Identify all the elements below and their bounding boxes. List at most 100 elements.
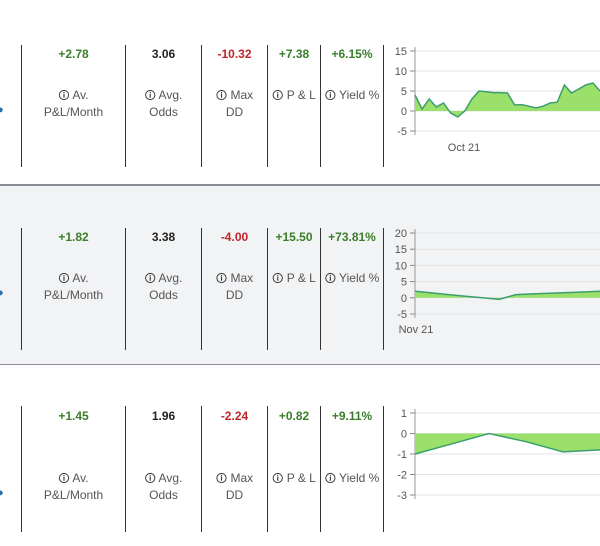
strategy-card: ● +1.45 🛈 Av. P&L/Month 1.96 🛈 Avg. Odds -…	[0, 366, 600, 546]
pl-stat: +7.38 🛈 P & L	[268, 47, 320, 167]
max-dd-stat: -10.32 🛈 Max DD	[202, 47, 267, 167]
column-divider	[21, 228, 22, 350]
info-icon[interactable]: 🛈	[58, 90, 70, 102]
column-divider	[320, 406, 321, 532]
avg-odds-value: 1.96	[151, 409, 176, 423]
x-tick-label: Oct 21	[448, 142, 480, 154]
yield-label: 🛈 Yield %	[324, 271, 380, 285]
column-divider	[320, 45, 321, 167]
avg-odds-value: 3.38	[151, 230, 176, 244]
column-divider	[125, 228, 126, 350]
y-tick-label: 0	[401, 429, 407, 441]
column-divider	[383, 228, 384, 350]
column-divider	[21, 406, 22, 532]
avg-odds-label: 🛈 Avg. Odds	[144, 471, 183, 502]
y-tick-label: 15	[395, 46, 407, 58]
y-tick-label: -1	[397, 449, 407, 461]
info-icon[interactable]: 🛈	[272, 273, 284, 285]
max-dd-label: 🛈 Max DD	[215, 88, 254, 119]
yield-stat: +6.15% 🛈 Yield %	[321, 47, 383, 167]
pl-label: 🛈 P & L	[272, 271, 316, 285]
info-icon[interactable]: 🛈	[215, 473, 228, 485]
info-icon[interactable]: 🛈	[58, 273, 70, 285]
column-divider	[383, 406, 384, 532]
column-divider	[21, 45, 22, 167]
info-icon[interactable]: 🛈	[272, 90, 284, 102]
y-tick-label: 10	[395, 260, 407, 272]
info-icon[interactable]: 🛈	[324, 473, 336, 485]
column-divider	[267, 406, 268, 532]
avg-pl-month-stat: +1.82 🛈 Av. P&L/Month	[22, 230, 125, 350]
info-icon[interactable]: 🛈	[215, 90, 228, 102]
info-icon[interactable]: 🛈	[215, 273, 228, 285]
max-dd-value: -4.00	[220, 230, 249, 244]
profit-line	[414, 290, 600, 301]
avg-pl-month-stat: +2.78 🛈 Av. P&L/Month	[22, 47, 125, 167]
avg-odds-stat: 3.06 🛈 Avg. Odds	[126, 47, 201, 167]
column-divider	[267, 45, 268, 167]
y-tick-label: -5	[397, 126, 407, 138]
row-indicator-dot: ●	[0, 104, 4, 116]
pl-label: 🛈 P & L	[272, 88, 316, 102]
pl-value: +15.50	[275, 230, 313, 244]
y-tick-label: 0	[401, 293, 407, 305]
y-tick-label: 1	[401, 408, 407, 420]
avg-pl-month-value: +1.45	[58, 409, 89, 423]
info-icon[interactable]: 🛈	[144, 473, 156, 485]
y-tick-label: -5	[397, 309, 407, 321]
pl-value: +0.82	[278, 409, 310, 423]
y-tick-label: 0	[401, 106, 407, 118]
column-divider	[383, 45, 384, 167]
y-tick-label: 15	[395, 244, 407, 256]
info-icon[interactable]: 🛈	[144, 273, 156, 285]
yield-value: +6.15%	[331, 47, 373, 61]
max-dd-value: -10.32	[217, 47, 252, 61]
column-divider	[125, 45, 126, 167]
yield-value: +9.11%	[331, 409, 373, 423]
avg-odds-value: 3.06	[151, 47, 176, 61]
profit-area-chart: 1 0 -1 -2 -3	[397, 408, 600, 502]
yield-label: 🛈 Yield %	[324, 88, 380, 102]
avg-pl-month-label: 🛈 Av. P&L/Month	[43, 88, 104, 119]
avg-odds-label: 🛈 Avg. Odds	[144, 88, 183, 119]
x-tick-label: Nov 21	[399, 324, 434, 336]
info-icon[interactable]: 🛈	[272, 473, 284, 485]
y-tick-label: 10	[395, 66, 407, 78]
info-icon[interactable]: 🛈	[324, 273, 336, 285]
info-icon[interactable]: 🛈	[144, 90, 156, 102]
pl-value: +7.38	[278, 47, 310, 61]
max-dd-label: 🛈 Max DD	[215, 471, 254, 502]
yield-stat: +73.81% 🛈 Yield %	[321, 230, 383, 350]
column-divider	[125, 406, 126, 532]
yield-stat: +9.11% 🛈 Yield %	[321, 409, 383, 529]
avg-pl-month-value: +2.78	[58, 47, 89, 61]
row-indicator-dot: ●	[0, 487, 4, 499]
avg-pl-month-label: 🛈 Av. P&L/Month	[43, 271, 104, 302]
yield-label: 🛈 Yield %	[324, 471, 380, 485]
profit-area-chart: 15 10 5 0 -5 Oct 21	[395, 46, 600, 154]
max-dd-label: 🛈 Max DD	[215, 271, 254, 302]
y-tick-label: -2	[397, 470, 407, 482]
column-divider	[320, 228, 321, 350]
y-tick-label: 20	[395, 228, 407, 240]
info-icon[interactable]: 🛈	[324, 90, 336, 102]
column-divider	[201, 228, 202, 350]
row-indicator-dot: ●	[0, 287, 4, 299]
profit-line	[414, 432, 600, 455]
profit-area-chart: 20 15 10 5 0 -5 Nov 21	[395, 228, 600, 336]
max-dd-stat: -2.24 🛈 Max DD	[202, 409, 267, 529]
y-tick-label: -3	[397, 490, 407, 502]
avg-pl-month-label: 🛈 Av. P&L/Month	[43, 471, 104, 502]
pl-stat: +0.82 🛈 P & L	[268, 409, 320, 529]
avg-pl-month-value: +1.82	[58, 230, 89, 244]
yield-value: +73.81%	[328, 230, 376, 244]
avg-pl-month-stat: +1.45 🛈 Av. P&L/Month	[22, 409, 125, 529]
y-tick-label: 5	[401, 86, 407, 98]
info-icon[interactable]: 🛈	[58, 473, 70, 485]
y-tick-label: 5	[401, 277, 407, 289]
column-divider	[201, 45, 202, 167]
strategy-card: ● +1.82 🛈 Av. P&L/Month 3.38 🛈 Avg. Odds -…	[0, 185, 600, 365]
pl-stat: +15.50 🛈 P & L	[268, 230, 320, 350]
max-dd-value: -2.24	[220, 409, 249, 423]
avg-odds-label: 🛈 Avg. Odds	[144, 271, 183, 302]
